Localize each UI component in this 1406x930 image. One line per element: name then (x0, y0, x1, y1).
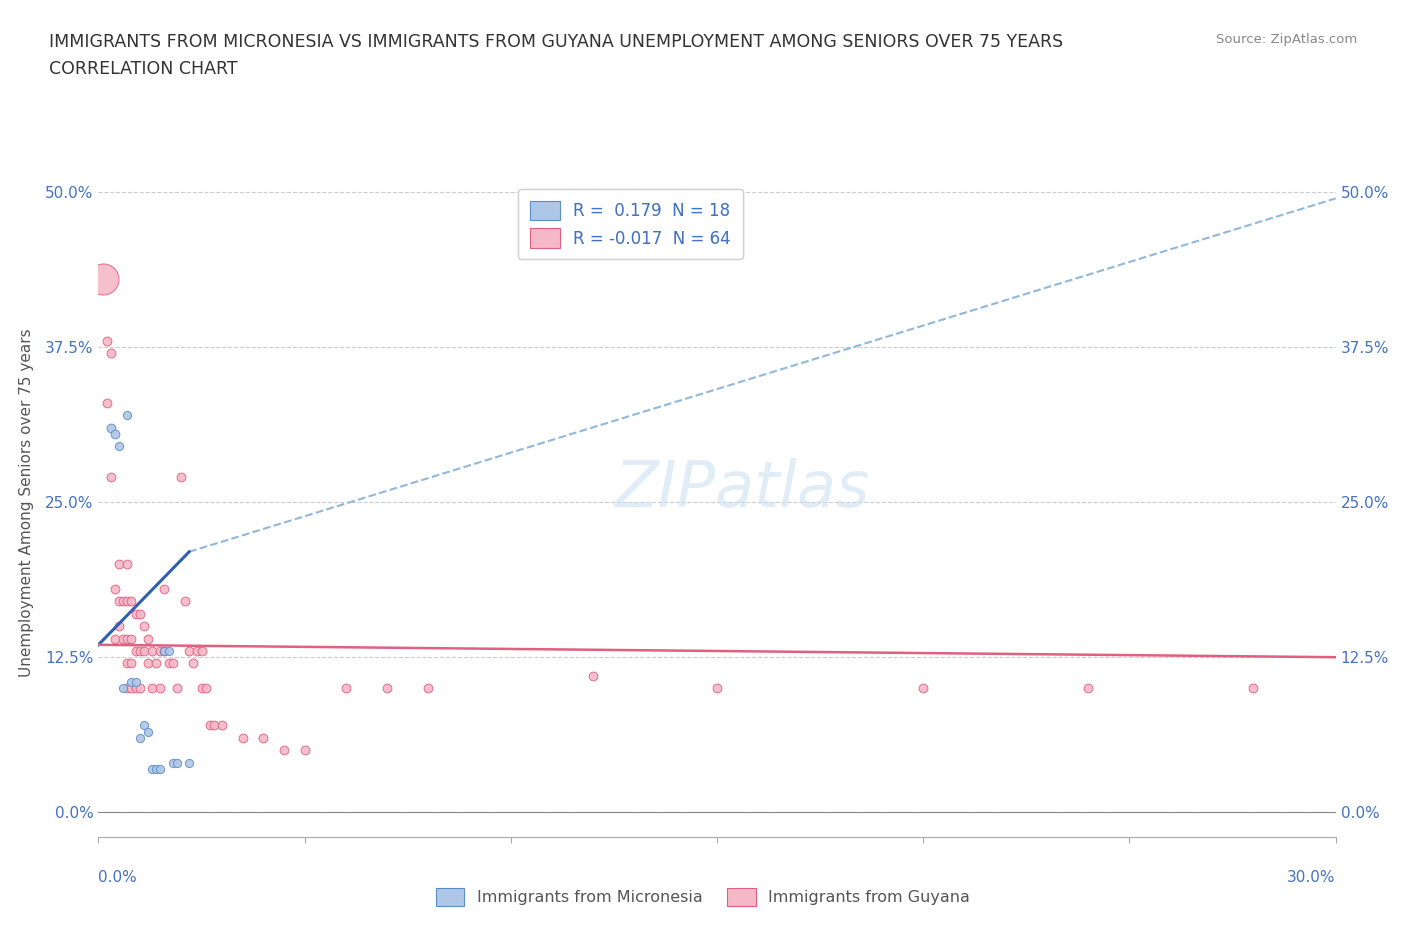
Point (108, 439, 131, 454)
Point (120, 681, 142, 696)
Point (166, 681, 188, 696)
Point (232, 730, 254, 745)
Point (104, 581, 127, 596)
Point (117, 681, 139, 696)
Point (108, 557, 131, 572)
Point (112, 681, 135, 696)
Point (104, 631, 127, 646)
Point (136, 724, 159, 739)
Point (190, 644, 212, 658)
Y-axis label: Unemployment Among Seniors over 75 years: Unemployment Among Seniors over 75 years (18, 328, 34, 676)
Point (198, 718, 221, 733)
Point (96, 334, 118, 349)
Point (117, 631, 139, 646)
Point (104, 427, 127, 442)
Point (132, 644, 155, 658)
Point (157, 644, 180, 658)
Text: Source: ZipAtlas.com: Source: ZipAtlas.com (1216, 33, 1357, 46)
Point (128, 644, 150, 658)
Point (108, 618, 131, 633)
Point (120, 674, 142, 689)
Point (149, 762, 172, 777)
Point (128, 730, 150, 745)
Point (120, 594, 142, 609)
Point (1077, 681, 1099, 696)
Text: IMMIGRANTS FROM MICRONESIA VS IMMIGRANTS FROM GUYANA UNEMPLOYMENT AMONG SENIORS : IMMIGRANTS FROM MICRONESIA VS IMMIGRANTS… (49, 33, 1063, 50)
Point (149, 644, 172, 658)
Point (375, 681, 398, 696)
Point (179, 755, 201, 770)
Point (141, 644, 163, 658)
Point (706, 681, 728, 696)
Point (100, 470, 122, 485)
Point (166, 755, 188, 770)
Point (157, 656, 180, 671)
Point (912, 681, 935, 696)
Point (145, 656, 167, 671)
Point (124, 674, 146, 689)
Legend: R =  0.179  N = 18, R = -0.017  N = 64: R = 0.179 N = 18, R = -0.017 N = 64 (519, 189, 742, 259)
Point (153, 644, 176, 658)
Point (153, 644, 176, 658)
Point (1241, 681, 1264, 696)
Point (132, 618, 155, 633)
Point (128, 606, 150, 621)
Point (170, 470, 193, 485)
Point (136, 631, 159, 646)
Point (117, 557, 139, 572)
Point (128, 681, 150, 696)
Point (112, 594, 135, 609)
Point (273, 743, 295, 758)
Point (211, 718, 233, 733)
Point (100, 346, 122, 361)
Point (252, 730, 274, 745)
Point (117, 594, 139, 609)
Point (190, 681, 212, 696)
Text: ZIPatlas: ZIPatlas (614, 458, 869, 520)
Point (181, 656, 204, 671)
Point (149, 681, 172, 696)
Point (145, 762, 167, 777)
Point (108, 594, 131, 609)
Point (141, 681, 163, 696)
Point (136, 656, 159, 671)
Point (124, 606, 146, 621)
Point (294, 743, 316, 758)
Point (124, 681, 146, 696)
Point (582, 669, 605, 684)
Point (120, 631, 142, 646)
Point (132, 718, 155, 733)
Point (120, 656, 142, 671)
Point (179, 644, 201, 658)
Point (202, 718, 225, 733)
Text: CORRELATION CHART: CORRELATION CHART (49, 60, 238, 78)
Point (418, 681, 440, 696)
Point (141, 762, 163, 777)
Point (174, 594, 197, 609)
Legend: Immigrants from Micronesia, Immigrants from Guyana: Immigrants from Micronesia, Immigrants f… (429, 882, 977, 912)
Point (112, 631, 135, 646)
Point (194, 681, 217, 696)
Point (186, 644, 208, 658)
Point (162, 656, 184, 671)
Point (124, 644, 146, 658)
Point (117, 408, 139, 423)
Point (96, 395, 118, 410)
Text: 30.0%: 30.0% (1288, 870, 1336, 884)
Point (100, 420, 122, 435)
Point (162, 755, 184, 770)
Text: 0.0%: 0.0% (98, 870, 138, 884)
Point (117, 656, 139, 671)
Point (91, 272, 114, 286)
Point (153, 581, 176, 596)
Point (335, 681, 357, 696)
